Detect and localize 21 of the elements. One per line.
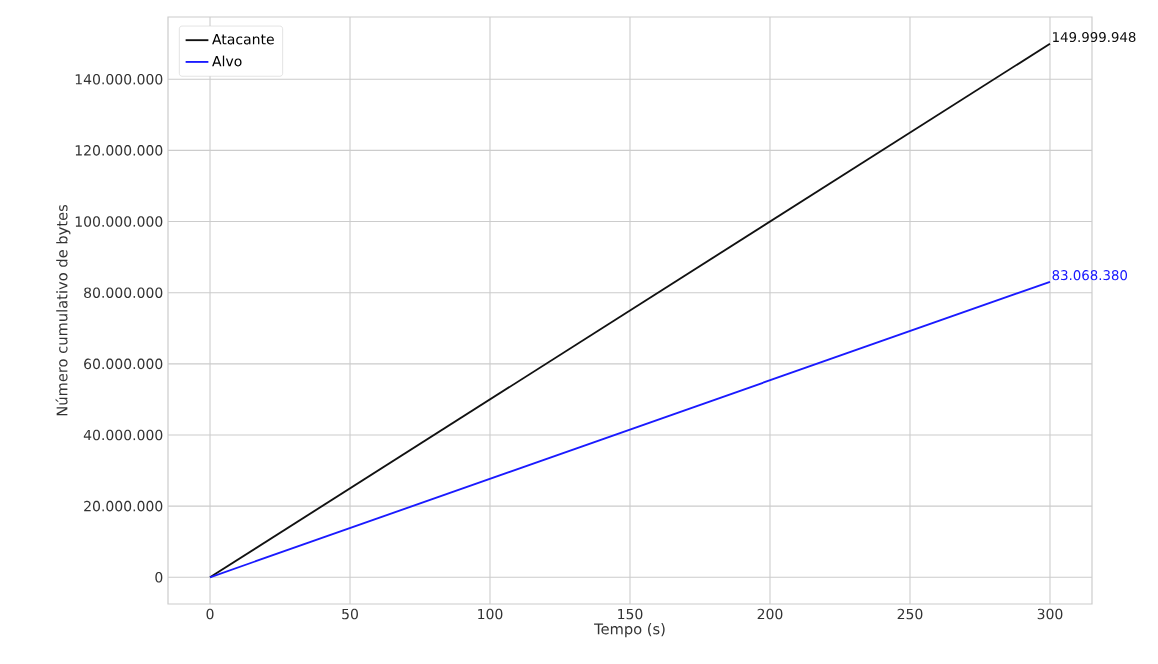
x-tick-label: 50 <box>342 608 358 620</box>
y-tick-label: 100.000.000 <box>75 216 163 227</box>
legend-label: Alvo <box>212 55 242 67</box>
y-tick-label: 60.000.000 <box>84 358 163 370</box>
y-tick-label: 80.000.000 <box>84 287 163 298</box>
y-axis-title: Número cumulativo de bytes <box>55 204 71 416</box>
x-tick-label: 300 <box>1037 608 1063 620</box>
x-tick-label: 150 <box>618 608 643 620</box>
y-tick-label: 140.000.000 <box>75 73 163 85</box>
y-tick-label: 40.000.000 <box>83 429 163 441</box>
y-tick-label: 0 <box>155 572 163 583</box>
legend-label: Atacante <box>212 34 274 45</box>
y-tick-label: 120.000.000 <box>75 145 163 156</box>
data-label: 83.068.380 <box>1052 270 1128 281</box>
y-tick-label: 20.000.000 <box>84 500 163 512</box>
x-tick-label: 200 <box>757 608 783 620</box>
x-tick-label: 100 <box>478 608 503 620</box>
data-label: 149.999.948 <box>1053 31 1136 43</box>
x-axis-title: Tempo (s) <box>594 623 665 638</box>
x-tick-label: 0 <box>206 608 214 620</box>
x-tick-label: 250 <box>897 608 923 620</box>
